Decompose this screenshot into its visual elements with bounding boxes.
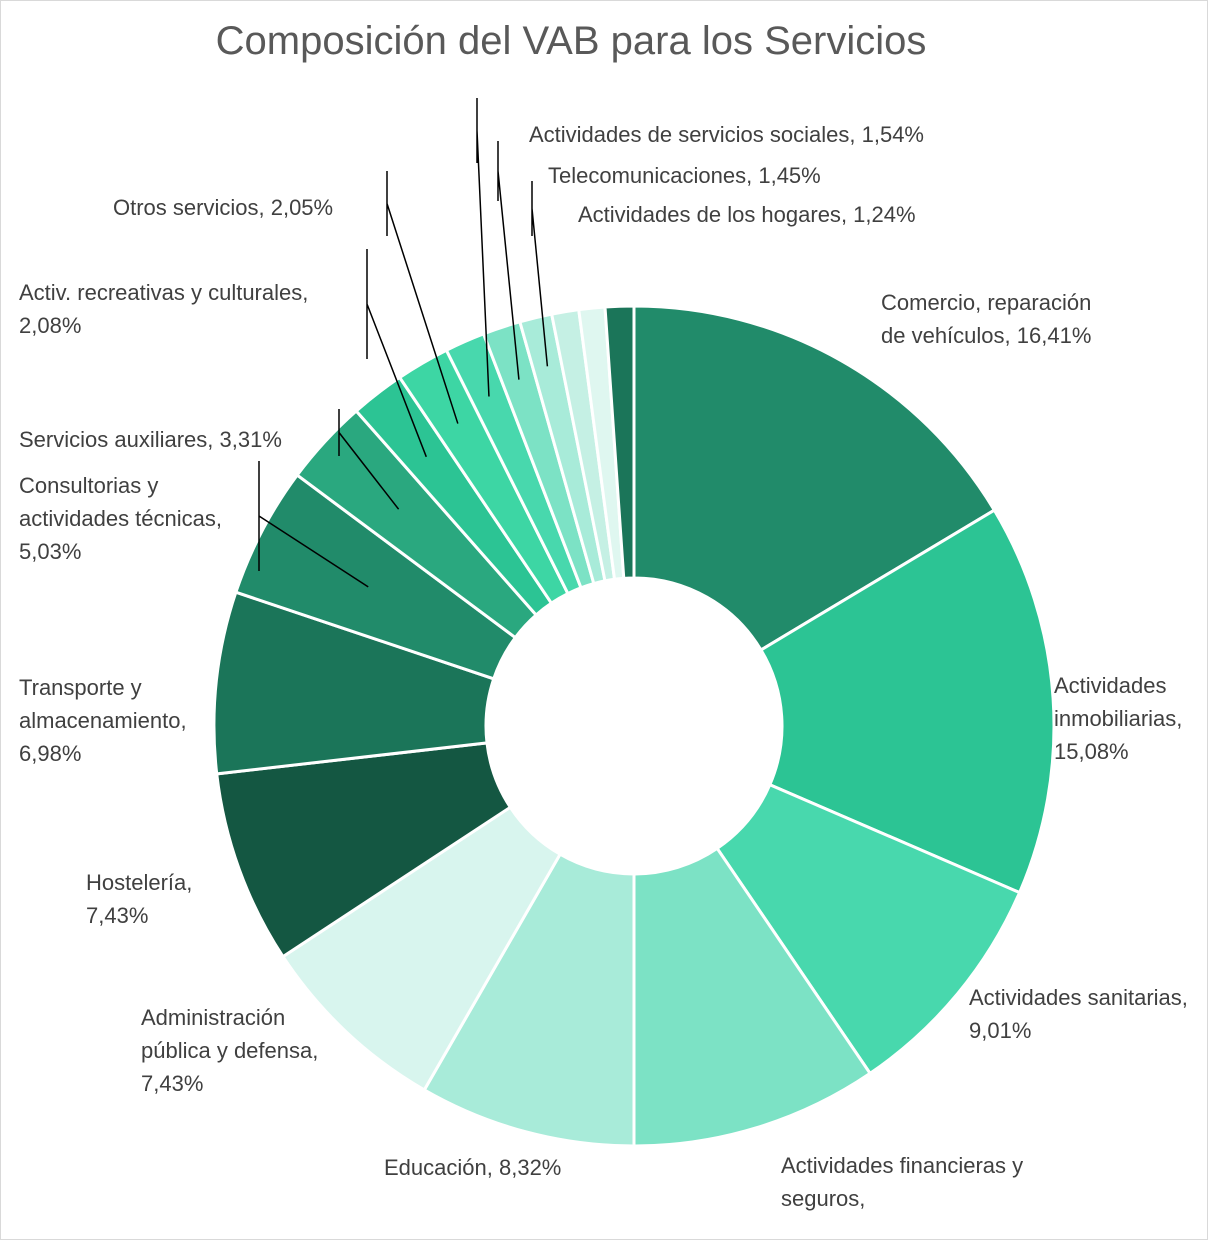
leader-line xyxy=(386,171,459,424)
label-value: 16,41% xyxy=(1016,323,1092,348)
donut-slice xyxy=(715,782,1022,1076)
leader-line xyxy=(366,249,427,458)
label-category: Actividades de servicios sociales xyxy=(529,122,850,147)
donut-slice xyxy=(215,741,513,959)
label-value: 1,54% xyxy=(861,122,924,147)
data-label: Transporte y almacenamiento, 6,98% xyxy=(19,675,187,766)
label-value: 3,31% xyxy=(219,427,282,452)
data-label: Comercio, reparación de vehículos, 16,41… xyxy=(881,290,1092,348)
data-label: Activ. recreativas y culturales, 2,08% xyxy=(19,280,309,338)
leader-line xyxy=(338,409,400,510)
leader-line xyxy=(531,181,549,367)
data-label: Consultorias y actividades técnicas, 5,0… xyxy=(19,473,223,564)
donut-slice xyxy=(632,846,873,1148)
data-label: Actividades sanitarias, 9,01% xyxy=(969,985,1188,1043)
label-value: 5,03% xyxy=(19,539,82,564)
label-category: Educación xyxy=(384,1155,487,1180)
leader-line xyxy=(497,141,520,380)
label-category: Actividades de los hogares xyxy=(578,202,841,227)
label-category: Servicios auxiliares xyxy=(19,427,208,452)
label-value: 8,32% xyxy=(498,1155,562,1180)
label-value: 7,43% xyxy=(141,1071,204,1096)
label-category: Actividades sanitarias xyxy=(969,985,1182,1010)
donut-slice xyxy=(758,508,1056,895)
label-category: Actividades inmobiliarias xyxy=(1054,673,1177,731)
label-value: 1,45% xyxy=(758,163,821,188)
data-label: Actividades inmobiliarias, 15,08% xyxy=(1054,673,1183,764)
label-category: Transporte y almacenamiento xyxy=(19,675,181,733)
data-label: Educación, 8,32% xyxy=(384,1155,562,1180)
label-value: 2,08% xyxy=(19,313,82,338)
donut-slice xyxy=(280,805,563,1092)
label-value: 7,43% xyxy=(86,903,149,928)
label-category: Hostelería xyxy=(86,870,187,895)
label-category: Actividades financieras y seguros xyxy=(781,1153,1024,1211)
label-category: Activ. recreativas y culturales xyxy=(19,280,303,305)
data-label: Actividades de servicios sociales, 1,54% xyxy=(529,122,924,147)
data-label: Servicios auxiliares, 3,31% xyxy=(19,427,282,452)
donut-slice xyxy=(603,304,636,580)
label-value: 1,24% xyxy=(853,202,916,227)
label-category: Consultorias y actividades técnicas xyxy=(19,473,216,531)
label-category: Otros servicios xyxy=(113,195,259,220)
label-value: 9,01% xyxy=(969,1018,1032,1043)
leader-line xyxy=(476,98,490,397)
leader-line xyxy=(258,461,369,588)
data-label: Hostelería, 7,43% xyxy=(86,870,193,928)
label-category: Comercio, reparación de vehículos xyxy=(881,290,1092,348)
data-label: Actividades financieras y seguros, xyxy=(781,1153,1024,1211)
data-label: Administración pública y defensa, 7,43% xyxy=(141,1005,319,1096)
label-value: 15,08% xyxy=(1054,739,1129,764)
donut-slice xyxy=(422,852,636,1148)
label-value: 2,05% xyxy=(270,195,334,220)
data-label: Telecomunicaciones, 1,45% xyxy=(548,163,821,188)
label-value: 6,98% xyxy=(19,741,82,766)
data-label: Otros servicios, 2,05% xyxy=(113,195,334,220)
label-category: Telecomunicaciones xyxy=(548,163,747,188)
chart-title: Composición del VAB para los Servicios xyxy=(215,19,927,63)
label-category: Administración pública y defensa xyxy=(141,1005,313,1063)
data-label: Actividades de los hogares, 1,24% xyxy=(578,202,916,227)
